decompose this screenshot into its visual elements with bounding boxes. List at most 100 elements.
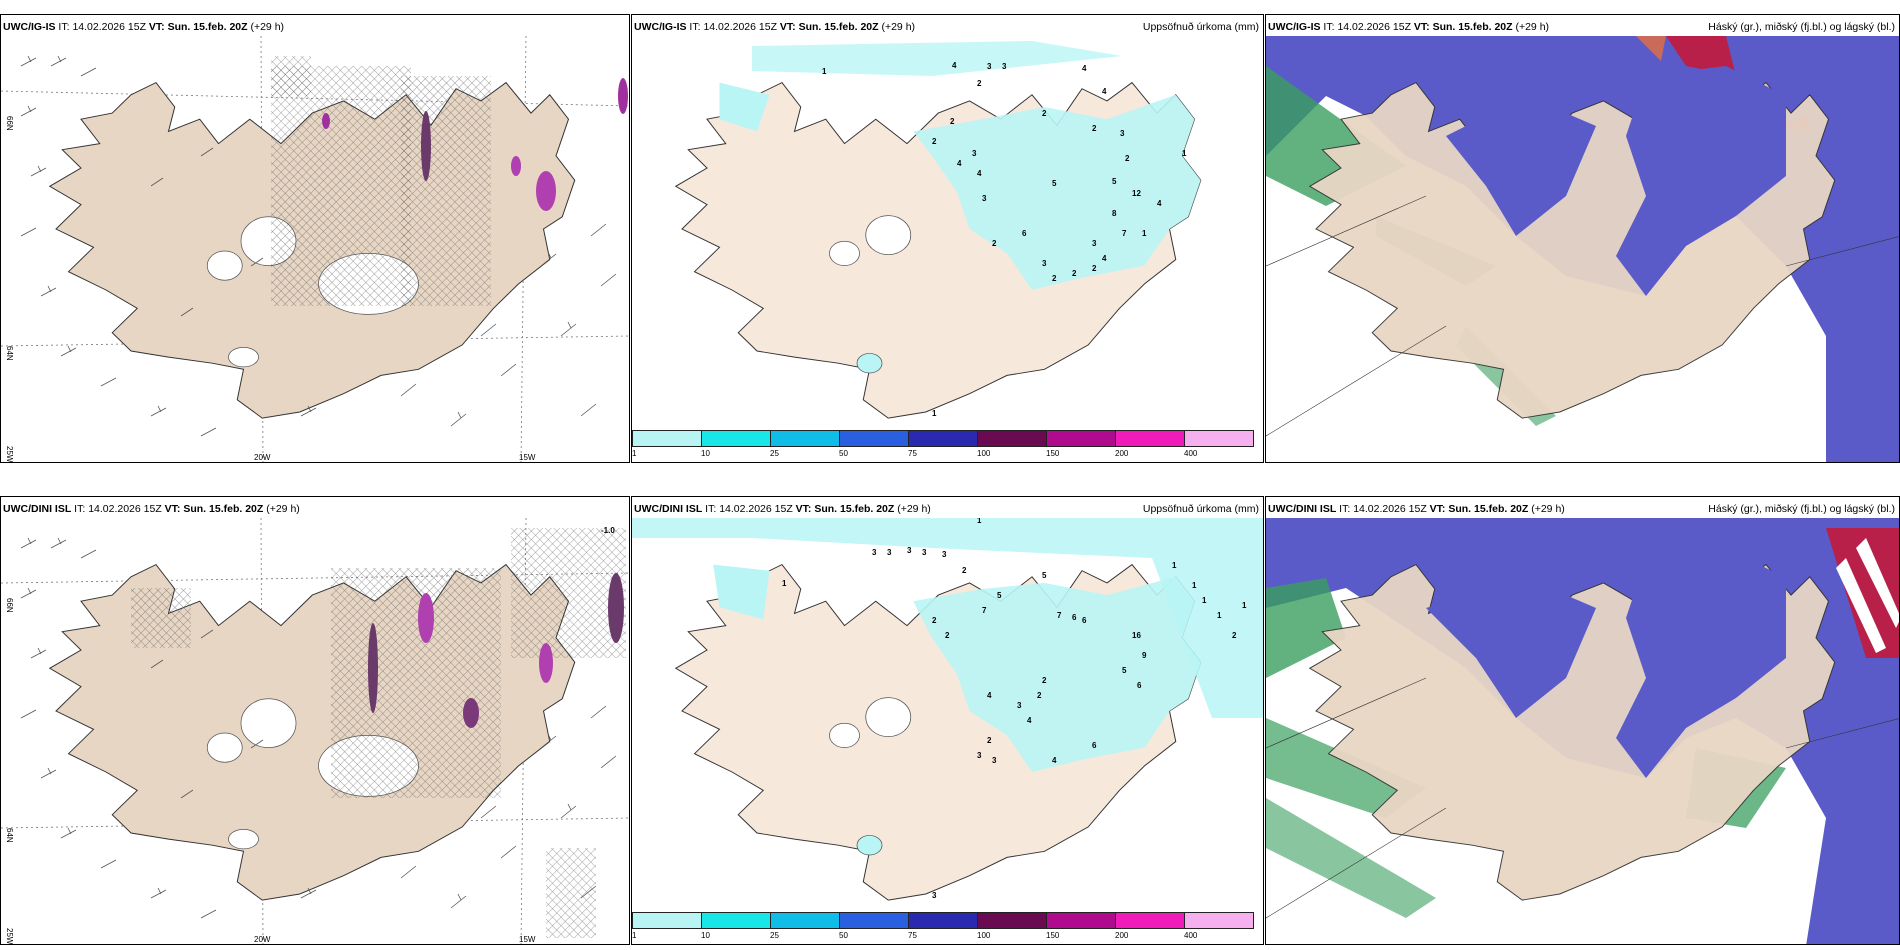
precip-value-label: 6 [1137,681,1142,690]
precip-value-label: 2 [977,79,982,88]
colorbar-segment [1184,430,1254,447]
precip-value-label: 2 [932,137,937,146]
cloud-title: Háský (gr.), miðský (fj.bl.) og lágský (… [1708,503,1895,515]
precip-value-label: 4 [1027,716,1032,725]
precip-value-label: 6 [1022,229,1027,238]
lat-label-66: 66N [5,116,14,131]
precip-value-label: 4 [1102,254,1107,263]
colorbar-tick: 50 [839,931,848,940]
precip-value-label: 2 [1042,676,1047,685]
wind-barbs [20,537,617,919]
colorbar-tick: 150 [1046,449,1060,458]
precip-value-label: 2 [1052,274,1057,283]
precip-value-label: 3 [992,756,997,765]
colorbar-tick: 10 [701,449,710,458]
cloud-panel-bottom[interactable]: UWC/DINI ISL IT: 14.02.2026 15Z VT: Sun.… [1265,496,1900,945]
precip-value-label: 1 [1182,149,1187,158]
colorbar [632,430,1254,447]
panel-title: UWC/DINI ISL IT: 14.02.2026 15Z VT: Sun.… [634,503,931,515]
cloud-panel-top[interactable]: UWC/IG-IS IT: 14.02.2026 15Z VT: Sun. 15… [1265,14,1900,463]
colorbar-tick: 25 [770,931,779,940]
precip-value-label: 8 [1112,209,1117,218]
colorbar-segment [770,430,840,447]
lat-label-64: 64N [5,346,14,361]
wind-map: -1.0 66N 64N 25W 20W 15W [1,518,629,944]
precip-value-label: 4 [1082,64,1087,73]
precip-value-label: 2 [932,616,937,625]
panel-title: UWC/DINI ISL IT: 14.02.2026 15Z VT: Sun.… [3,503,300,515]
precip-value-label: 3 [987,62,992,71]
colorbar-tick: 1 [632,449,637,458]
colorbar [632,912,1254,929]
precip-value-label: 3 [1017,701,1022,710]
precip-value-label: 3 [872,548,877,557]
precip-value-label: 1 [932,409,937,418]
colorbar-tick: 150 [1046,931,1060,940]
precip-value-label: 5 [997,591,1002,600]
colorbar-tick: 100 [977,449,991,458]
precip-value-label: 3 [977,751,982,760]
precip-panel-top[interactable]: UWC/IG-IS IT: 14.02.2026 15Z VT: Sun. 15… [631,14,1264,463]
lon-label-20: 20W [254,453,271,462]
precip-value-label: 2 [1037,691,1042,700]
colorbar-segment [839,430,909,447]
wind-map: 66N 64N 25W 20W 15W [1,36,629,463]
precip-value-label: 6 [1092,741,1097,750]
colorbar-segment [770,912,840,929]
precip-value-label: 3 [972,149,977,158]
colorbar-tick: 400 [1184,449,1198,458]
colorbar-segment [632,912,702,929]
lon-label-15: 15W [519,453,536,462]
precip-value-label: 3 [1002,62,1007,71]
panel-title: UWC/IG-IS IT: 14.02.2026 15Z VT: Sun. 15… [634,21,916,33]
precip-value-label: 5 [1112,177,1117,186]
precip-value-label: 3 [1042,259,1047,268]
cloud-map [1266,518,1899,944]
colorbar-segment [839,912,909,929]
precip-title: Uppsöfnuð úrkoma (mm) [1142,503,1259,515]
cloud-map [1266,36,1899,462]
precip-value-label: 3 [907,546,912,555]
colorbar-tick: 75 [908,449,917,458]
precip-value-label: 4 [1102,87,1107,96]
precip-value-label: 2 [1092,124,1097,133]
lon-label-25: 25W [5,446,14,463]
precip-value-label: 2 [950,117,955,126]
precip-value-label: 1 [1192,581,1197,590]
precip-value-label: 4 [952,61,957,70]
wind-panel-bottom[interactable]: UWC/DINI ISL IT: 14.02.2026 15Z VT: Sun.… [0,496,630,945]
colorbar-segment [701,430,771,447]
precip-value-label: 1 [822,67,827,76]
precip-value-label: 2 [1232,631,1237,640]
precip-value-label: 6 [1082,616,1087,625]
precip-value-label: 3 [1092,239,1097,248]
precip-value-label: 1 [782,579,787,588]
precip-value-label: 1 [1217,611,1222,620]
precip-value-label: 1 [1202,596,1207,605]
precip-panel-bottom[interactable]: UWC/DINI ISL IT: 14.02.2026 15Z VT: Sun.… [631,496,1264,945]
colorbar-tick: 200 [1115,931,1129,940]
colorbar-segment [977,430,1047,447]
colorbar-segment [1115,912,1185,929]
precip-value-label: 2 [992,239,997,248]
precip-value-label: 2 [1125,154,1130,163]
precip-value-label: 2 [1092,264,1097,273]
colorbar-segment [1184,912,1254,929]
wind-barbs [20,55,617,437]
colorbar-labels: 1 10 25 50 75 100 150 200 400 [632,931,1263,941]
colorbar-segment [1115,430,1185,447]
colorbar-tick: 400 [1184,931,1198,940]
colorbar-tick: 75 [908,931,917,940]
colorbar-tick: 50 [839,449,848,458]
colorbar-segment [977,912,1047,929]
precip-value-label: 4 [957,159,962,168]
colorbar-labels: 1 10 25 50 75 100 150 200 400 [632,449,1263,459]
panel-title: UWC/DINI ISL IT: 14.02.2026 15Z VT: Sun.… [1268,503,1565,515]
precip-value-label: 1 [977,518,982,525]
wind-panel-top[interactable]: UWC/IG-IS IT: 14.02.2026 15Z VT: Sun. 15… [0,14,630,463]
colorbar-tick: 10 [701,931,710,940]
